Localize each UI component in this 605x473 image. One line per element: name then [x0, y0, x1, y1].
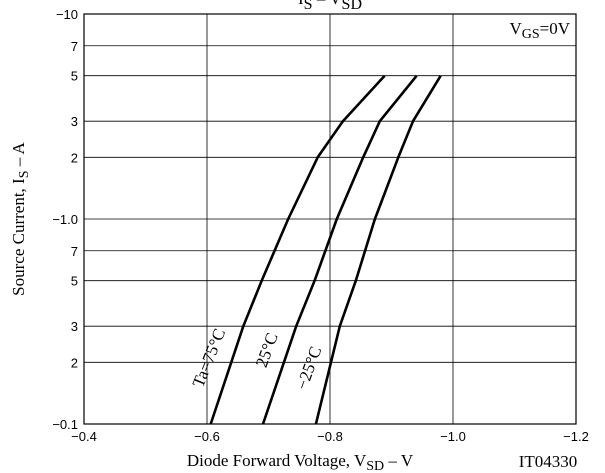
label-part: V [509, 19, 522, 38]
label-part: Source Current, I [9, 178, 28, 296]
curve [261, 74, 418, 425]
y-tick-label: −1.0 [52, 212, 78, 227]
label-part: – V [384, 451, 414, 470]
x-tick-label: −0.6 [194, 429, 220, 444]
label-part: SD [366, 459, 384, 473]
plot-frame [83, 13, 577, 425]
y-tick-label: 3 [71, 114, 78, 129]
title-part: SD [342, 0, 362, 13]
title-part: I [298, 0, 304, 8]
label-part: GS [522, 27, 540, 42]
y-tick-label: −10 [56, 7, 78, 22]
x-tick-label: −1.0 [440, 429, 466, 444]
annotation: VGS=0V [509, 19, 570, 42]
curve [209, 74, 386, 425]
y-tick-label: 2 [71, 355, 78, 370]
x-axis-label: Diode Forward Voltage, VSD – V [187, 451, 414, 473]
label-part: S [17, 170, 32, 178]
curve-label: −25°C [292, 344, 325, 393]
y-tick-label: 7 [71, 39, 78, 54]
y-tick-label: 7 [71, 244, 78, 259]
label-part: Diode Forward Voltage, V [187, 451, 367, 470]
y-tick-label: 3 [71, 319, 78, 334]
y-axis-label: Source Current, IS – A [9, 141, 32, 295]
label-part: – A [9, 141, 28, 170]
curve [314, 75, 442, 425]
x-tick-label: −1.2 [563, 429, 589, 444]
chart-title: IS – VSD [298, 0, 362, 13]
title-part: S [304, 0, 313, 13]
y-tick-label: 2 [71, 150, 78, 165]
curve-label: 25°C [252, 330, 282, 370]
y-tick-label: 5 [71, 69, 78, 84]
y-tick-label: −0.1 [52, 417, 78, 432]
title-part: – V [313, 0, 343, 8]
x-tick-label: −0.8 [317, 429, 343, 444]
label-part: =0V [540, 19, 571, 38]
figure-code: IT04330 [519, 452, 578, 471]
x-tick-label: −0.4 [71, 429, 97, 444]
y-tick-label: 5 [71, 274, 78, 289]
curve-label: Ta=75°C [189, 326, 230, 390]
